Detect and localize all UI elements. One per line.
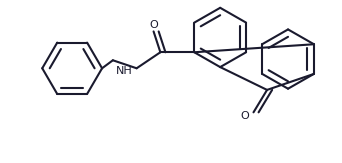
Text: O: O [241,111,249,121]
Text: O: O [149,20,158,30]
Text: NH: NH [116,67,133,76]
